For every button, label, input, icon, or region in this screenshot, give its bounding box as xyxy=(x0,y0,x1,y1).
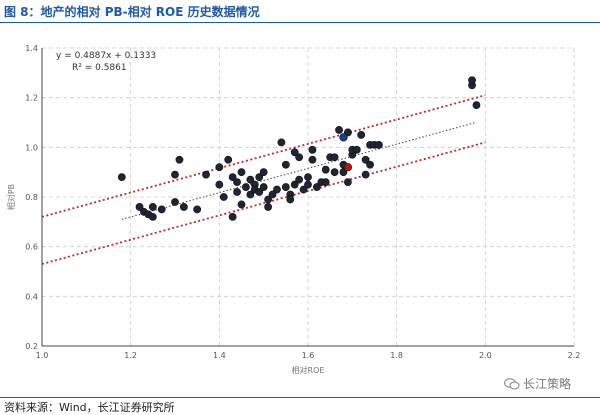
data-point xyxy=(375,140,383,149)
data-point xyxy=(308,145,317,154)
y-tick-label: 1.4 xyxy=(25,44,38,53)
prediction-band-line xyxy=(41,141,486,265)
data-point xyxy=(219,193,228,201)
data-point xyxy=(237,168,246,177)
data-point xyxy=(215,180,224,189)
data-point xyxy=(330,168,339,177)
x-tick-label: 1.2 xyxy=(124,351,137,360)
r-squared-label: R² = 0.5861 xyxy=(72,63,127,73)
data-point xyxy=(308,155,317,164)
figure-title: 图 8：地产的相对 PB-相对 ROE 历史数据情况 xyxy=(4,5,260,19)
highlight-point xyxy=(339,133,348,142)
data-point xyxy=(202,170,210,179)
data-point xyxy=(255,173,264,182)
data-point xyxy=(171,198,179,206)
data-point xyxy=(321,178,330,186)
data-point xyxy=(281,183,290,191)
data-point xyxy=(148,212,157,221)
data-point xyxy=(335,126,343,134)
data-point xyxy=(343,178,352,186)
data-point xyxy=(357,131,366,139)
data-points xyxy=(117,76,481,221)
data-point xyxy=(343,128,352,137)
data-point xyxy=(117,173,126,182)
x-tick-label: 1.8 xyxy=(390,351,403,360)
data-point xyxy=(295,175,304,184)
data-point xyxy=(277,138,286,147)
highlight-point xyxy=(343,163,353,172)
data-point xyxy=(273,185,281,194)
data-point xyxy=(215,163,224,172)
x-axis-label: 相对ROE xyxy=(292,365,325,375)
data-point xyxy=(366,160,374,169)
data-point xyxy=(157,205,166,214)
x-tick-label: 1.4 xyxy=(213,351,226,360)
data-point xyxy=(224,155,233,164)
data-point xyxy=(361,170,370,179)
watermark-text: 长江策略 xyxy=(523,377,572,391)
data-point xyxy=(237,200,246,209)
prediction-band-line xyxy=(41,94,486,218)
source-note: 资料来源：Wind，长江证券研究所 xyxy=(4,401,175,414)
data-point xyxy=(242,183,250,191)
data-point xyxy=(330,153,339,162)
y-tick-label: 0.6 xyxy=(25,243,38,252)
data-point xyxy=(286,195,295,204)
data-point xyxy=(321,165,330,174)
data-point xyxy=(179,203,188,211)
data-point xyxy=(290,148,299,157)
data-point xyxy=(193,205,202,214)
data-point xyxy=(281,160,290,169)
data-point xyxy=(233,188,241,196)
y-axis-label: 相对PB xyxy=(6,184,16,210)
data-point xyxy=(135,203,144,211)
grid xyxy=(42,47,575,346)
data-point xyxy=(299,185,308,194)
data-point xyxy=(295,153,304,162)
y-tick-label: 0.8 xyxy=(25,193,38,202)
title-divider xyxy=(0,22,600,23)
data-point xyxy=(148,203,157,211)
data-point xyxy=(361,155,370,164)
data-point xyxy=(339,168,348,177)
data-point xyxy=(468,76,476,85)
data-point xyxy=(246,175,255,184)
y-tick-label: 0.4 xyxy=(25,292,38,301)
data-point xyxy=(246,190,255,199)
prediction-bands xyxy=(41,94,486,265)
x-tick-label: 2.0 xyxy=(479,351,492,360)
data-point xyxy=(472,101,481,110)
data-point xyxy=(304,173,312,182)
data-point xyxy=(259,183,268,191)
data-point xyxy=(304,180,312,189)
data-point xyxy=(233,178,241,186)
x-tick-label: 1.6 xyxy=(302,351,315,360)
x-tick-label: 1.0 xyxy=(36,351,49,360)
data-point xyxy=(255,188,264,196)
y-tick-label: 0.2 xyxy=(25,342,38,351)
data-point xyxy=(259,168,268,177)
data-point xyxy=(268,190,277,199)
data-point xyxy=(290,180,299,189)
y-tick-label: 1.2 xyxy=(25,94,38,103)
data-point xyxy=(312,183,321,191)
source-divider xyxy=(0,397,600,398)
axis-labels: 相对PB 相对ROE y = 0.4887x + 0.1333 R² = 0.5… xyxy=(6,51,324,375)
data-point xyxy=(228,173,237,182)
x-tick-label: 2.2 xyxy=(568,351,581,360)
data-point xyxy=(175,155,184,164)
regression-equation: y = 0.4887x + 0.1333 xyxy=(56,51,156,61)
data-point xyxy=(352,145,361,154)
data-point xyxy=(171,170,179,179)
wechat-icon xyxy=(504,377,520,390)
watermark: 长江策略 xyxy=(504,375,571,392)
data-point xyxy=(264,203,272,211)
data-point xyxy=(228,212,237,221)
axes: 1.0 1.2 1.4 1.6 1.8 2.0 2.2 0.2 0.4 0.6 0.8 1.0 1.2 1… xyxy=(25,44,580,360)
y-tick-label: 1.0 xyxy=(25,143,38,152)
